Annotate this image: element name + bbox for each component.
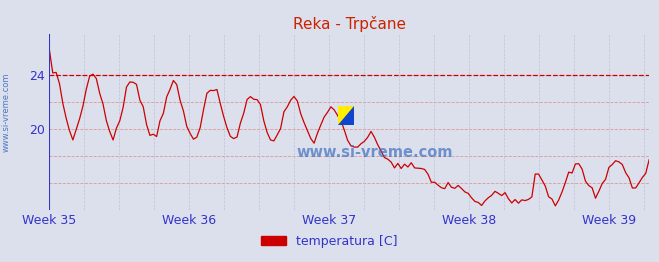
Text: www.si-vreme.com: www.si-vreme.com — [2, 73, 11, 152]
Title: Reka - Trpčane: Reka - Trpčane — [293, 15, 406, 31]
Polygon shape — [337, 106, 354, 124]
Text: www.si-vreme.com: www.si-vreme.com — [296, 145, 453, 160]
Legend: temperatura [C]: temperatura [C] — [256, 230, 403, 253]
Polygon shape — [337, 106, 354, 124]
